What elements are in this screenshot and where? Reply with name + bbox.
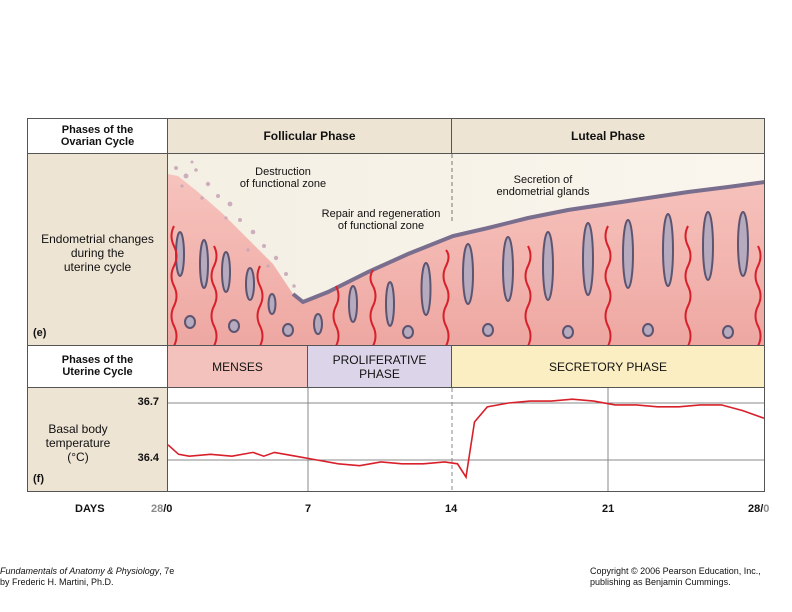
endometrium-label-line1: Endometrial changes	[41, 232, 154, 246]
proliferative-cell: PROLIFERATIVE PHASE	[308, 346, 452, 388]
x-tick-21: 21	[602, 503, 615, 515]
copyright-line1: Copyright © 2006 Pearson Education, Inc.…	[590, 566, 761, 576]
book-edition: , 7e	[159, 566, 175, 576]
temperature-chart	[167, 388, 765, 492]
endometrium-drawing	[168, 154, 764, 345]
luteal-phase-cell: Luteal Phase	[452, 118, 765, 154]
endometrium-label-cell: Endometrial changes during the uterine c…	[27, 154, 168, 346]
y-tick-low: 36.4	[137, 452, 159, 464]
secretory-cell: SECRETORY PHASE	[452, 346, 765, 388]
uterine-label-line2: Uterine Cycle	[62, 366, 133, 378]
endometrium-label-line2: during the	[70, 246, 125, 260]
footer-copyright: Copyright © 2006 Pearson Education, Inc.…	[590, 566, 761, 588]
annotation-secretion-line2: endometrial glands	[496, 186, 590, 198]
x-tick-0-b: /0	[163, 503, 173, 515]
annotation-repair: Repair and regeneration of functional zo…	[306, 208, 456, 232]
endometrium-illustration: Destruction of functional zone Repair an…	[168, 154, 765, 346]
annotation-secretion: Secretion of endometrial glands	[468, 174, 618, 198]
menses-label: MENSES	[212, 359, 263, 374]
endometrium-surface	[291, 180, 764, 305]
y-tick-high: 36.7	[137, 396, 159, 408]
spiral-arteries	[170, 225, 762, 345]
ovarian-label-line1: Phases of the	[61, 124, 134, 136]
temperature-label-cell: Basal body temperature (°C) 36.7 36.4 (f…	[27, 388, 168, 492]
book-title: Fundamentals of Anatomy & Physiology	[0, 566, 160, 576]
annotation-secretion-line1: Secretion of	[513, 174, 573, 186]
ovarian-label-line2: Ovarian Cycle	[60, 136, 135, 148]
annotation-repair-line2: of functional zone	[337, 220, 425, 232]
temperature-plot	[167, 388, 765, 491]
proliferative-label-line2: PHASE	[359, 367, 400, 381]
follicular-phase-label: Follicular Phase	[263, 129, 356, 143]
x-tick-0-a: 28	[151, 503, 164, 515]
x-tick-0: 28/0	[151, 503, 172, 515]
shedding-fragments	[174, 160, 296, 288]
temperature-series-line	[167, 398, 765, 480]
x-tick-28-b: 0	[763, 503, 770, 515]
secretory-label: SECRETORY PHASE	[548, 359, 668, 374]
temperature-label-line2: temperature	[45, 436, 111, 450]
ovarian-phase-header: Phases of the Ovarian Cycle	[27, 118, 168, 154]
uterine-label-line1: Phases of the	[61, 354, 134, 366]
temperature-label-line1: Basal body	[48, 422, 108, 436]
days-axis-label: DAYS	[75, 503, 105, 515]
annotation-destruction-line2: of functional zone	[239, 178, 327, 190]
annotation-destruction: Destruction of functional zone	[208, 166, 358, 190]
panel-label-f: (f)	[33, 473, 44, 485]
panel-label-e: (e)	[33, 327, 47, 339]
x-tick-7: 7	[305, 503, 312, 515]
annotation-destruction-line1: Destruction	[255, 166, 311, 178]
annotation-repair-line1: Repair and regeneration	[321, 208, 441, 220]
endometrial-glands	[175, 211, 749, 339]
luteal-phase-label: Luteal Phase	[570, 129, 646, 143]
book-author: by Frederic H. Martini, Ph.D.	[0, 577, 114, 587]
temperature-label-line3: (°C)	[67, 450, 89, 464]
footer-citation: Fundamentals of Anatomy & Physiology, 7e…	[0, 566, 174, 588]
x-tick-14: 14	[445, 503, 458, 515]
follicular-phase-cell: Follicular Phase	[168, 118, 452, 154]
copyright-line2: publishing as Benjamin Cummings.	[590, 577, 731, 587]
uterine-phase-header: Phases of the Uterine Cycle	[27, 346, 168, 388]
endometrium-label-line3: uterine cycle	[63, 260, 132, 274]
proliferative-label-line1: PROLIFERATIVE	[332, 353, 427, 367]
menses-cell: MENSES	[168, 346, 308, 388]
x-tick-28: 28/0	[748, 503, 769, 515]
x-tick-28-a: 28/	[748, 503, 764, 515]
